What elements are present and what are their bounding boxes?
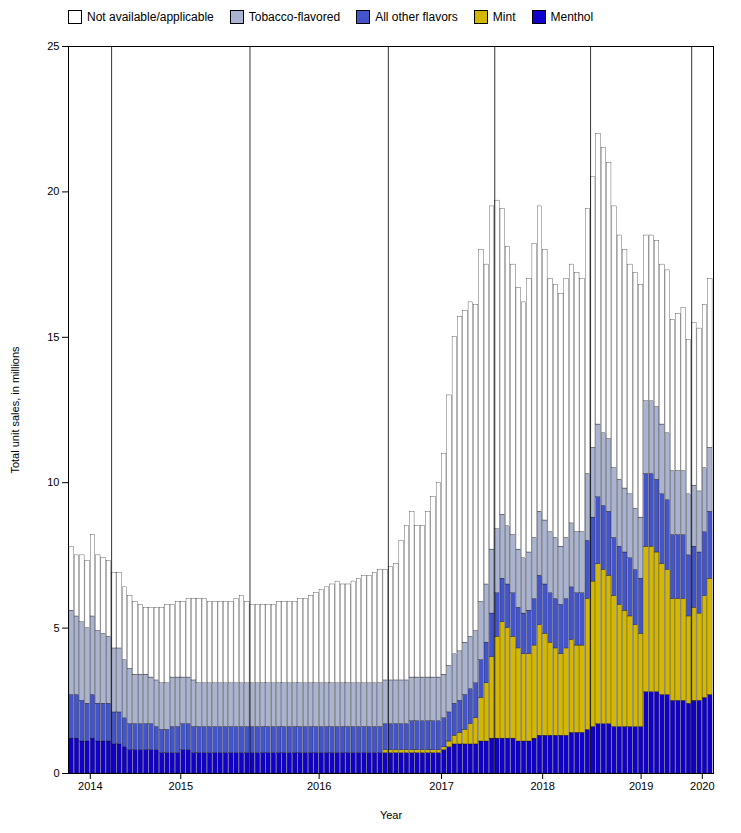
svg-text:Total unit sales, in millions: Total unit sales, in millions <box>9 346 21 474</box>
svg-text:20: 20 <box>47 185 59 197</box>
svg-text:2015: 2015 <box>169 780 193 792</box>
svg-text:2016: 2016 <box>307 780 331 792</box>
svg-text:2018: 2018 <box>530 780 554 792</box>
html-text:Not available/applicable: Not available/applicable <box>87 10 214 24</box>
svg-text:10: 10 <box>47 476 59 488</box>
svg-text:5: 5 <box>53 622 59 634</box>
svg-text:2019: 2019 <box>629 780 653 792</box>
svg-text:25: 25 <box>47 40 59 52</box>
html-text:Tobacco-flavored: Tobacco-flavored <box>248 10 341 24</box>
svg-text:Year: Year <box>380 809 403 821</box>
svg-text:0: 0 <box>53 767 59 779</box>
html-text:Mint: Mint <box>492 10 516 24</box>
svg-text:15: 15 <box>47 331 59 343</box>
svg-text:2017: 2017 <box>429 780 453 792</box>
html-text:Menthol: Menthol <box>550 10 594 24</box>
svg-text:2014: 2014 <box>78 780 102 792</box>
svg-text:2020: 2020 <box>690 780 714 792</box>
html-text:All other flavors: All other flavors <box>375 10 458 24</box>
